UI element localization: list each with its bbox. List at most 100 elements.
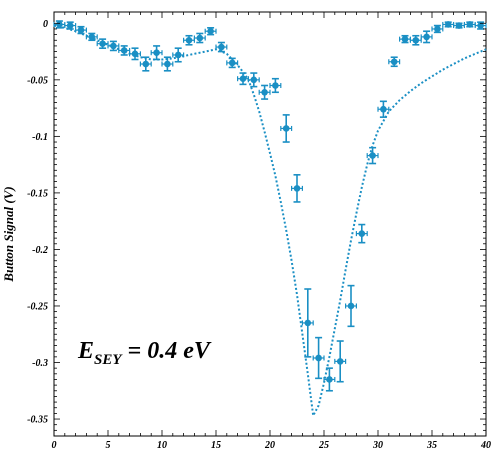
data-point (388, 56, 401, 68)
data-point (334, 340, 347, 383)
data-marker (282, 125, 290, 132)
measured-series (53, 20, 487, 392)
data-point (420, 30, 433, 44)
annotation-subscript: SEY (94, 352, 123, 368)
data-marker (185, 36, 193, 44)
data-point (193, 32, 206, 44)
data-marker (250, 76, 258, 84)
data-marker (99, 40, 106, 47)
data-marker (423, 33, 430, 41)
data-marker (239, 75, 247, 83)
sey-annotation: ESEY = 0.4 eV (77, 338, 212, 368)
data-marker (444, 21, 452, 28)
y-tick-label: -0.3 (32, 358, 48, 369)
annotation-rest: = 0.4 eV (122, 338, 212, 364)
data-point (172, 47, 185, 63)
data-point (96, 38, 109, 49)
simulation-series (53, 24, 487, 419)
data-marker (196, 34, 204, 42)
data-point (150, 45, 163, 61)
data-point (161, 56, 174, 72)
data-point (474, 21, 487, 30)
data-point (247, 72, 260, 88)
data-point (226, 57, 239, 69)
data-point (463, 21, 476, 28)
annotation-main: E (77, 338, 94, 364)
data-marker (412, 36, 420, 44)
y-tick-label: -0.2 (32, 245, 48, 256)
data-marker (142, 60, 150, 68)
y-tick-label: -0.1 (32, 132, 48, 143)
data-marker (315, 354, 322, 362)
data-point (118, 45, 131, 56)
data-marker (56, 21, 63, 28)
y-tick-label: 0 (43, 19, 48, 30)
data-marker (207, 27, 214, 35)
data-point (291, 174, 303, 203)
y-tick-label: -0.15 (27, 188, 48, 199)
data-point (345, 284, 357, 328)
data-marker (228, 59, 236, 67)
plot-frame (53, 11, 487, 437)
data-point (183, 34, 195, 46)
data-point (442, 21, 455, 28)
x-tick-label: 30 (372, 440, 383, 451)
data-point (280, 114, 293, 143)
simulation-curve (53, 24, 487, 419)
data-point (237, 72, 249, 86)
data-point (74, 25, 88, 35)
data-marker (164, 60, 171, 68)
x-tick-label: 35 (426, 440, 437, 451)
data-point (129, 47, 141, 61)
data-point (85, 32, 98, 42)
data-marker (336, 358, 344, 365)
data-marker (88, 33, 96, 41)
data-point (323, 367, 336, 392)
data-marker (120, 47, 128, 54)
plot-frame-group (53, 11, 487, 437)
data-point (215, 41, 228, 53)
data-point (107, 40, 120, 52)
data-marker (434, 25, 441, 33)
data-point (204, 27, 217, 36)
data-marker (477, 22, 484, 29)
y-axis-label: Button Signal (V) (1, 186, 16, 282)
data-point (409, 34, 422, 46)
data-point (377, 100, 390, 118)
data-point (139, 56, 152, 72)
data-marker (218, 43, 225, 51)
data-marker (466, 21, 474, 28)
data-marker (77, 26, 85, 34)
data-point (453, 22, 465, 29)
data-point (258, 84, 271, 100)
data-point (64, 21, 77, 30)
x-tick-label: 40 (480, 440, 491, 451)
y-tick-label: -0.25 (27, 301, 48, 312)
data-marker (293, 185, 301, 192)
data-point (53, 20, 66, 29)
data-marker (390, 58, 398, 66)
x-tick-label: 10 (157, 440, 167, 451)
data-marker (261, 88, 268, 96)
data-marker (272, 82, 279, 89)
data-marker (347, 302, 355, 310)
data-marker (455, 22, 463, 29)
data-marker (401, 35, 409, 43)
axis-ticks: 0 5 10 15 20 25 30 35 40 0 -0.05 -0.1 -0.15 -0.2 -0.25… (27, 12, 491, 451)
data-point (431, 24, 444, 34)
x-tick-label: 0 (52, 440, 57, 451)
data-marker (369, 152, 376, 159)
data-point (366, 146, 379, 165)
data-marker (110, 42, 117, 50)
data-marker (66, 22, 74, 29)
data-point (269, 77, 282, 94)
data-marker (131, 50, 139, 58)
x-tick-label: 25 (318, 440, 329, 451)
data-point (312, 336, 325, 380)
data-point (355, 223, 368, 244)
y-tick-label: -0.35 (27, 415, 48, 426)
data-marker (358, 230, 366, 237)
y-tick-label: -0.05 (27, 75, 48, 86)
data-marker (304, 319, 312, 327)
